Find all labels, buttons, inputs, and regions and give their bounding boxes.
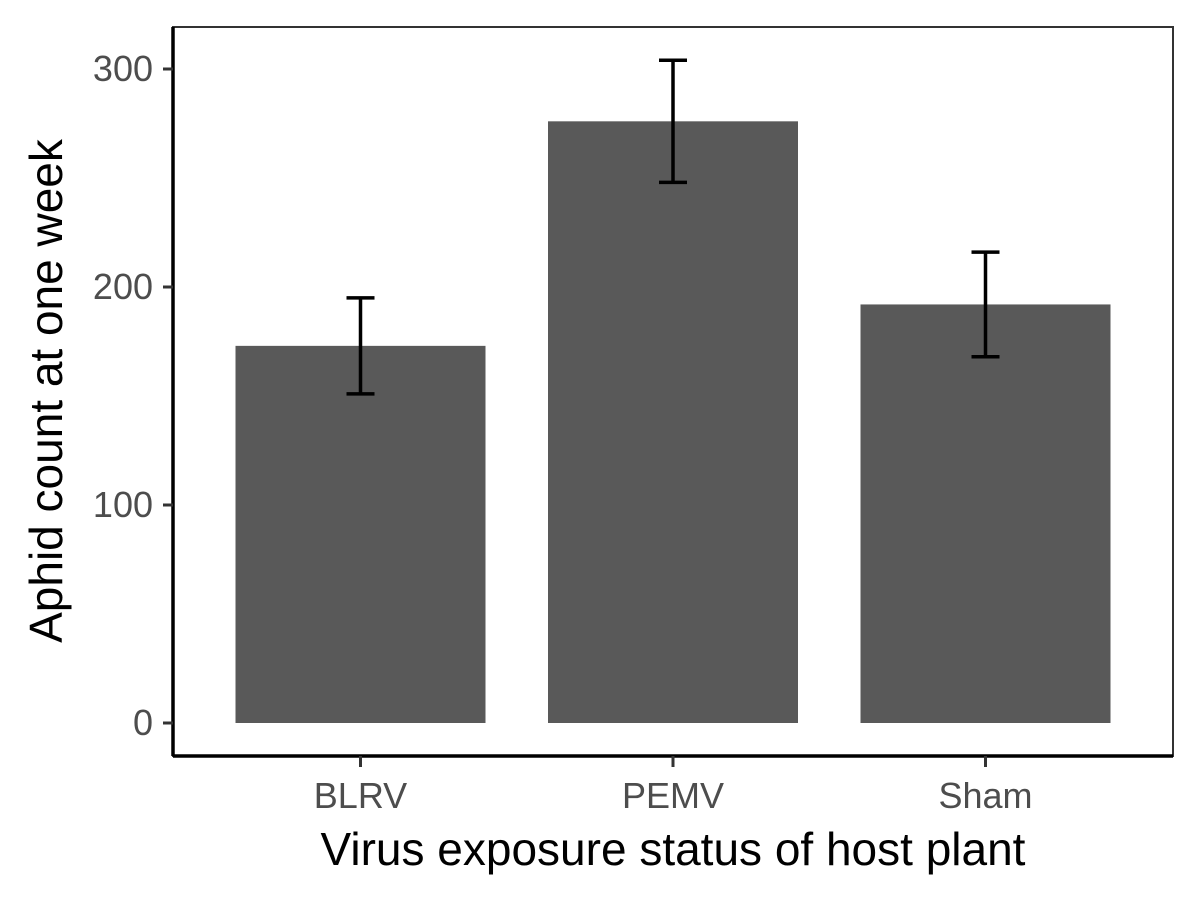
axes-group: 0 100 200 300 BLRV PEMV Sham bbox=[93, 27, 1173, 816]
x-tick-label-pemv: PEMV bbox=[622, 775, 724, 816]
y-tick-label: 100 bbox=[93, 484, 153, 525]
error-bar-pemv bbox=[659, 58, 687, 185]
bar-pemv bbox=[548, 121, 798, 723]
x-tick-label-sham: Sham bbox=[938, 775, 1032, 816]
x-tick-label-blrv: BLRV bbox=[314, 775, 407, 816]
y-tick-label: 0 bbox=[133, 702, 153, 743]
x-axis-title: Virus exposure status of host plant bbox=[321, 823, 1026, 875]
y-axis-title: Aphid count at one week bbox=[20, 138, 72, 643]
error-bar-sham bbox=[971, 250, 1000, 359]
y-tick-label: 300 bbox=[93, 48, 153, 89]
bar-blrv bbox=[235, 345, 486, 723]
y-tick-label: 200 bbox=[93, 266, 153, 307]
bars-group bbox=[235, 121, 1111, 723]
error-bar-blrv bbox=[346, 296, 375, 396]
bar-sham bbox=[860, 304, 1111, 723]
error-bars-group bbox=[346, 58, 1000, 396]
